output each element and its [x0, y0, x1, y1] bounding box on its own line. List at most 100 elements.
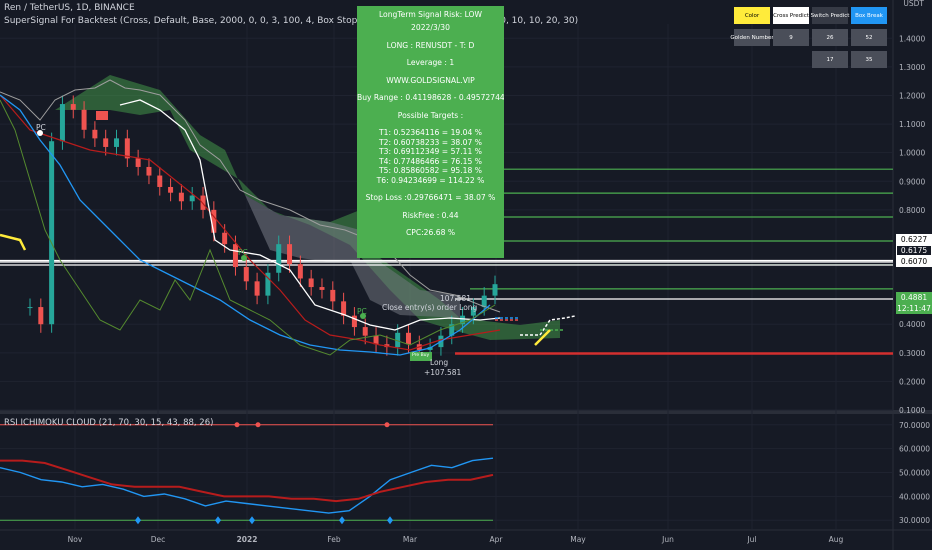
candle-body — [405, 332, 411, 345]
signal-stop-loss: Stop Loss :0.29766471 = 38.07 % — [365, 193, 496, 203]
rsi-overbought-dot — [384, 422, 390, 428]
candle-body — [362, 327, 368, 336]
candle-body — [70, 104, 76, 110]
baseline-line — [0, 79, 501, 313]
rsi-overbought-dot — [234, 422, 240, 428]
candle-body — [211, 209, 217, 233]
time-tick-label: Jul — [746, 535, 756, 544]
candle-body — [124, 138, 130, 159]
rsi-tick-label: 40.0000 — [899, 492, 930, 501]
time-tick-label: Apr — [490, 535, 504, 544]
candles — [27, 95, 498, 359]
table-golden-number-label: Golden Number — [730, 29, 774, 46]
signal-target-5: T5: 0.85860582 = 95.18 % — [379, 166, 482, 176]
signal-target-3: T3: 0.69112349 = 57.11 % — [379, 147, 482, 157]
price-tick-label: 0.3000 — [899, 349, 925, 358]
time-tick-label: Jun — [661, 535, 674, 544]
candle-body — [319, 287, 325, 290]
table-box-break-cell[interactable]: Box Break — [851, 7, 887, 24]
price-tick-label: 1.4000 — [899, 34, 925, 43]
rsi-oversold-marker — [135, 516, 141, 525]
candle-body — [232, 244, 238, 268]
blue-line — [0, 94, 491, 356]
candle-body — [287, 244, 293, 265]
signal-date: 2022/3/30 — [411, 23, 450, 33]
price-tick-label: 1.3000 — [899, 63, 925, 72]
candle-body — [492, 284, 498, 296]
signal-leverage: Leverage : 1 — [406, 58, 455, 68]
price-tick-label: 0.2000 — [899, 377, 925, 386]
rsi-oversold-marker — [339, 516, 345, 525]
price-tag: 0.6227 — [896, 234, 932, 245]
table-switch-predict-cell[interactable]: Switch Predict — [811, 7, 849, 24]
target-levels — [0, 168, 893, 355]
candle-body — [265, 272, 271, 296]
cloud-green — [55, 75, 560, 340]
pane-divider — [0, 410, 932, 414]
price-tick-label: 1.2000 — [899, 91, 925, 100]
time-tick-label: Dec — [151, 535, 166, 544]
table-golden-value: 9 — [773, 29, 809, 46]
close-entry-label: Close entry(s) order Long — [382, 303, 478, 312]
candle-body — [157, 175, 163, 187]
candle-body — [135, 158, 141, 167]
candle-body — [470, 307, 476, 316]
predict-buy-label: Pre Buy — [412, 353, 430, 358]
rsi-tick-label: 30.0000 — [899, 516, 930, 525]
chart-title: Ren / TetherUS, 1D, BINANCE — [4, 3, 135, 13]
candle-body — [449, 324, 455, 336]
time-tick-label: May — [570, 535, 586, 544]
pc-marker — [360, 313, 366, 319]
candle-body — [27, 307, 33, 309]
price-tick-label: 1.1000 — [899, 120, 925, 129]
candle-body — [59, 104, 65, 142]
signal-target-1: T1: 0.52364116 = 19.04 % — [379, 128, 482, 138]
time-tick-label: Mar — [403, 535, 418, 544]
pc-marker — [37, 130, 43, 136]
candle-body — [103, 138, 109, 147]
trade-profit-label: +107.581 — [424, 368, 462, 377]
candle-body — [146, 166, 152, 176]
candle-body — [243, 267, 249, 282]
table-golden-value: 35 — [851, 51, 887, 68]
cloud-gray — [350, 260, 460, 318]
candle-body — [460, 315, 466, 325]
candle-body — [38, 307, 44, 325]
candle-body — [330, 289, 336, 302]
table-color-cell[interactable]: Color — [734, 7, 770, 24]
signal-position: LONG : RENUSDT - T: D — [386, 40, 475, 50]
signal-buy-range: Buy Range : 0.41198628 - 0.49572744 — [357, 93, 504, 103]
yellow-segment — [534, 329, 551, 346]
rsi-overbought-dot — [255, 422, 261, 428]
rsi-oversold-marker — [249, 516, 255, 525]
green-line — [0, 99, 496, 356]
price-tick-label: 0.4000 — [899, 320, 925, 329]
candle-body — [276, 244, 282, 273]
candle-body — [189, 195, 195, 202]
candle-body — [481, 295, 487, 308]
signal-website: WWW.GOLDSIGNAL.VIP — [386, 75, 475, 85]
predict-buy-marker — [410, 352, 432, 361]
pc-label: PC — [238, 248, 248, 257]
pc-marker — [241, 255, 247, 261]
time-tick-label: 2022 — [237, 535, 258, 544]
price-tick-label: 0.1000 — [899, 406, 925, 415]
indicator-lines — [0, 79, 576, 356]
rsi-title: RSI ICHIMOKU CLOUD (21, 70, 30, 15, 43, … — [4, 418, 214, 428]
signal-target-4: T4: 0.77486466 = 76.15 % — [379, 156, 482, 166]
price-tag: 0.6175 — [896, 245, 932, 256]
axes: 1.4000 1.3000 1.2000 1.1000 1.0000 0.9000 0.80… — [68, 34, 931, 544]
rsi-panel — [0, 422, 494, 525]
price-tick-label: 1.0000 — [899, 149, 925, 158]
table-golden-value: 26 — [812, 29, 848, 46]
rsi-signal-line — [0, 459, 494, 503]
candle-body — [254, 281, 260, 296]
candle-body — [81, 109, 87, 130]
table-cross-predict-cell[interactable]: Cross Predict — [773, 7, 809, 24]
signal-targets-title: Possible Targets : — [397, 110, 464, 120]
pc-label: PC — [36, 123, 46, 132]
table-golden-value: 52 — [851, 29, 887, 46]
last-price-tag: 0.4881 — [896, 292, 932, 303]
candle-body — [308, 278, 314, 288]
